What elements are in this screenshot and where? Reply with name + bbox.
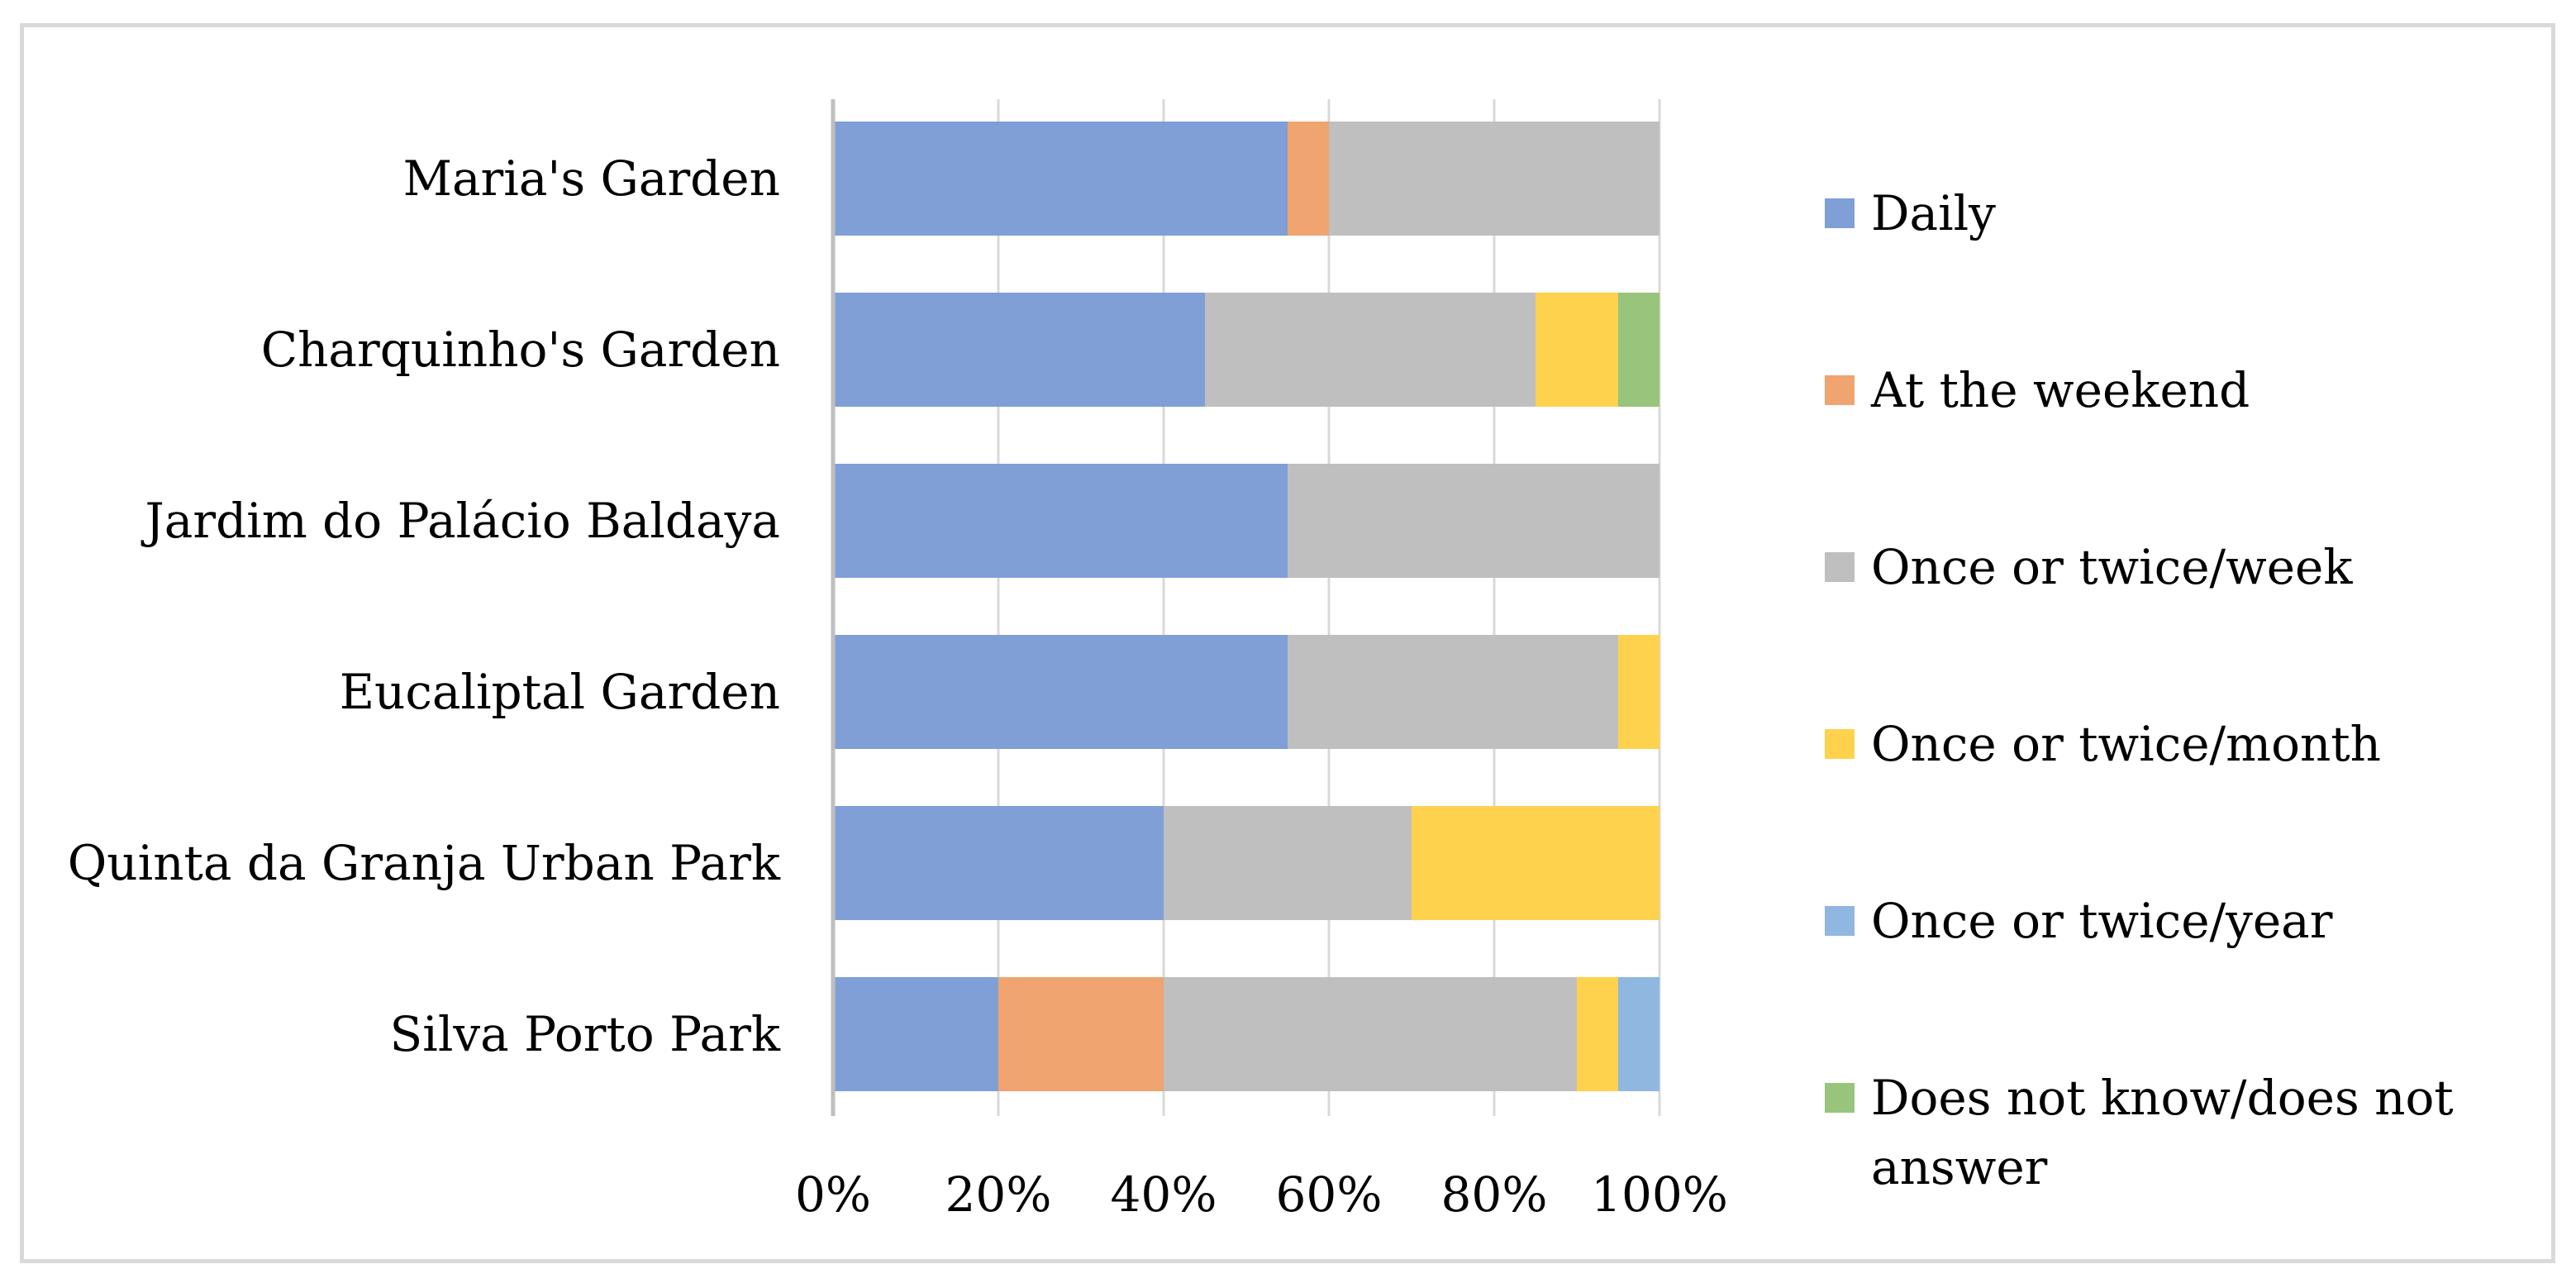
legend-swatch-once-or-twice-month <box>1825 729 1855 759</box>
bar-eucaliptal-garden-daily <box>833 635 1288 749</box>
bar-silva-porto-park-once-or-twice-year <box>1618 977 1659 1091</box>
legend-label-once-or-twice-month: Once or twice/month <box>1871 716 2381 772</box>
bar-charquinho-s-garden-daily <box>833 293 1205 407</box>
bar-quinta-da-granja-urban-park-once-or-twice-week <box>1164 806 1412 920</box>
bar-charquinho-s-garden-once-or-twice-week <box>1205 293 1536 407</box>
category-label-charquinho-s-garden: Charquinho's Garden <box>261 322 780 378</box>
bar-jardim-do-pal-cio-baldaya-once-or-twice-week <box>1288 464 1659 578</box>
legend-label-at-the-weekend: At the weekend <box>1870 362 2250 418</box>
grid-lines <box>997 99 1661 1116</box>
x-tick-label-0: 0% <box>795 1166 871 1223</box>
legend-label-once-or-twice-year: Once or twice/year <box>1871 893 2333 949</box>
x-tick-label-80: 80% <box>1441 1166 1548 1223</box>
category-label-eucaliptal-garden: Eucaliptal Garden <box>340 664 780 720</box>
bar-eucaliptal-garden-once-or-twice-week <box>1288 635 1618 749</box>
category-label-quinta-da-granja-urban-park: Quinta da Granja Urban Park <box>68 835 781 891</box>
bar-silva-porto-park-daily <box>833 977 998 1091</box>
bar-maria-s-garden-at-the-weekend <box>1288 122 1329 236</box>
bars <box>833 122 1659 1091</box>
legend-swatch-once-or-twice-week <box>1825 552 1855 582</box>
bar-silva-porto-park-once-or-twice-month <box>1577 977 1618 1091</box>
x-tick-label-20: 20% <box>945 1166 1052 1223</box>
bar-jardim-do-pal-cio-baldaya-daily <box>833 464 1288 578</box>
legend-label-does-not-know-does-not-answer: Does not know/does not answer <box>1871 1070 2454 1195</box>
bar-quinta-da-granja-urban-park-once-or-twice-month <box>1412 806 1659 920</box>
x-tick-label-100: 100% <box>1591 1166 1728 1223</box>
legend-swatch-does-not-know-does-not-answer <box>1825 1083 1855 1113</box>
legend-label-daily: Daily <box>1871 185 1996 241</box>
x-tick-label-40: 40% <box>1111 1166 1217 1223</box>
x-tick-label-60: 60% <box>1276 1166 1383 1223</box>
category-labels: Maria's Garden Charquinho's Garden Jardim … <box>68 150 781 1062</box>
category-label-maria-s-garden: Maria's Garden <box>403 150 780 207</box>
legend: Daily At the weekend Once or twice/week Onc… <box>1825 185 2454 1195</box>
bar-maria-s-garden-once-or-twice-week <box>1329 122 1659 236</box>
category-label-silva-porto-park: Silva Porto Park <box>390 1006 781 1062</box>
bar-maria-s-garden-daily <box>833 122 1288 236</box>
legend-swatch-daily <box>1825 198 1855 228</box>
bar-charquinho-s-garden-once-or-twice-month <box>1536 293 1618 407</box>
bar-charquinho-s-garden-does-not-know-does-not-answer <box>1618 293 1659 407</box>
bar-quinta-da-granja-urban-park-daily <box>833 806 1164 920</box>
x-tick-labels: 0% 20% 40% 60% 80% 100% <box>795 1166 1728 1223</box>
category-label-jardim-do-pal-cio-baldaya: Jardim do Palácio Baldaya <box>141 493 780 549</box>
bar-silva-porto-park-once-or-twice-week <box>1164 977 1577 1091</box>
legend-swatch-at-the-weekend <box>1825 375 1855 405</box>
bar-silva-porto-park-at-the-weekend <box>998 977 1164 1091</box>
legend-swatch-once-or-twice-year <box>1825 906 1855 936</box>
legend-label-once-or-twice-week: Once or twice/week <box>1871 539 2353 595</box>
bar-eucaliptal-garden-once-or-twice-month <box>1618 635 1659 749</box>
